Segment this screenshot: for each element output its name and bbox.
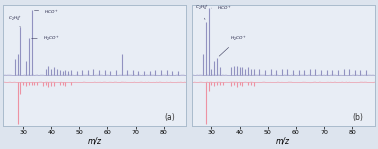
Text: $HCO^+$: $HCO^+$	[34, 8, 59, 16]
Text: $H_2CO^+$: $H_2CO^+$	[219, 34, 247, 56]
Text: $C_2H_4^+$: $C_2H_4^+$	[8, 15, 21, 27]
Text: $C_2H_4^+$: $C_2H_4^+$	[195, 4, 208, 20]
Text: $H_2CO^+$: $H_2CO^+$	[31, 34, 60, 43]
X-axis label: m/z: m/z	[276, 136, 290, 146]
Text: (a): (a)	[164, 113, 175, 122]
Text: $HCO^+$: $HCO^+$	[211, 4, 232, 12]
X-axis label: m/z: m/z	[88, 136, 102, 146]
Text: (b): (b)	[353, 113, 364, 122]
